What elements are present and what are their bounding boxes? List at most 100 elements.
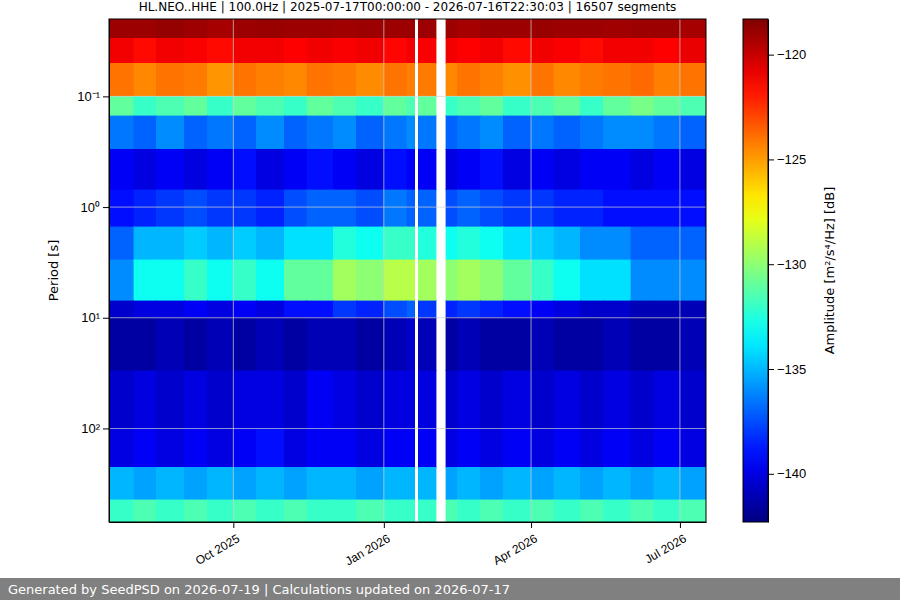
cell: [407, 96, 415, 115]
cell: [156, 96, 184, 115]
cell: [580, 96, 603, 115]
cell: [156, 260, 184, 301]
cell: [531, 19, 554, 38]
cell: [109, 260, 134, 301]
cell: [554, 149, 580, 190]
cell: [446, 96, 457, 115]
cell: [407, 260, 415, 301]
cell: [207, 38, 233, 63]
cell: [333, 38, 356, 63]
cell: [457, 428, 480, 467]
cell: [654, 371, 680, 429]
cell: [654, 63, 680, 96]
cell: [480, 467, 503, 499]
cell: [384, 96, 407, 115]
cell: [654, 318, 680, 371]
tick-mark: [768, 55, 774, 56]
cell: [554, 500, 580, 522]
cell: [356, 38, 384, 63]
cell: [184, 96, 207, 115]
cell: [580, 190, 603, 227]
cell: [284, 500, 307, 522]
cell: [256, 19, 284, 38]
cell: [134, 301, 157, 318]
tick-label: 10²: [81, 421, 100, 436]
cell: [418, 190, 436, 227]
cell: [233, 116, 256, 149]
cell: [356, 301, 384, 318]
y-axis: 10⁻¹10⁰10¹10²: [77, 20, 109, 523]
cell: [307, 149, 333, 190]
cell: [680, 63, 706, 96]
cell: [307, 19, 333, 38]
cell: [631, 371, 654, 429]
cell: [680, 227, 706, 260]
cell: [134, 500, 157, 522]
cell: [654, 149, 680, 190]
cell: [446, 260, 457, 301]
cell: [654, 19, 680, 38]
cell: [184, 260, 207, 301]
cell: [407, 63, 415, 96]
cell: [207, 116, 233, 149]
cell: [680, 38, 706, 63]
cell: [384, 301, 407, 318]
cell: [680, 260, 706, 301]
cell: [384, 428, 407, 467]
cells: [109, 19, 706, 522]
cell: [284, 190, 307, 227]
cell: [307, 371, 333, 429]
cell: [333, 227, 356, 260]
cell: [184, 19, 207, 38]
cell: [457, 149, 480, 190]
cell: [603, 318, 631, 371]
cell: [407, 301, 415, 318]
cell: [407, 371, 415, 429]
cell: [631, 116, 654, 149]
cell: [407, 149, 415, 190]
cell: [531, 260, 554, 301]
cell: [580, 38, 603, 63]
cell: [233, 227, 256, 260]
cell: [333, 190, 356, 227]
x-axis: Oct 2025Jan 2026Apr 2026Jul 2026: [110, 522, 707, 568]
tick: −125: [768, 152, 806, 167]
tick-label: −135: [777, 362, 806, 377]
cell: [480, 19, 503, 38]
cell: [233, 38, 256, 63]
cell: [333, 371, 356, 429]
cell: [631, 318, 654, 371]
cell: [503, 149, 531, 190]
cell: [134, 63, 157, 96]
cell: [603, 38, 631, 63]
cell: [109, 371, 134, 429]
cell: [446, 116, 457, 149]
cell: [407, 467, 415, 499]
cell: [256, 500, 284, 522]
cell: [207, 19, 233, 38]
cell: [554, 116, 580, 149]
cell: [531, 318, 554, 371]
cell: [503, 96, 531, 115]
cell: [457, 96, 480, 115]
cell: [233, 260, 256, 301]
cell: [256, 96, 284, 115]
cell: [109, 149, 134, 190]
cell: [457, 371, 480, 429]
cell: [603, 428, 631, 467]
cell: [554, 467, 580, 499]
cell: [384, 116, 407, 149]
cell: [554, 63, 580, 96]
cell: [480, 301, 503, 318]
cell: [284, 371, 307, 429]
tick-mark: [531, 522, 532, 528]
cell: [333, 500, 356, 522]
cell: [356, 19, 384, 38]
cell: [480, 318, 503, 371]
cell: [207, 318, 233, 371]
cell: [554, 260, 580, 301]
cell: [333, 96, 356, 115]
cell: [134, 318, 157, 371]
cell: [156, 467, 184, 499]
cell: [384, 260, 407, 301]
